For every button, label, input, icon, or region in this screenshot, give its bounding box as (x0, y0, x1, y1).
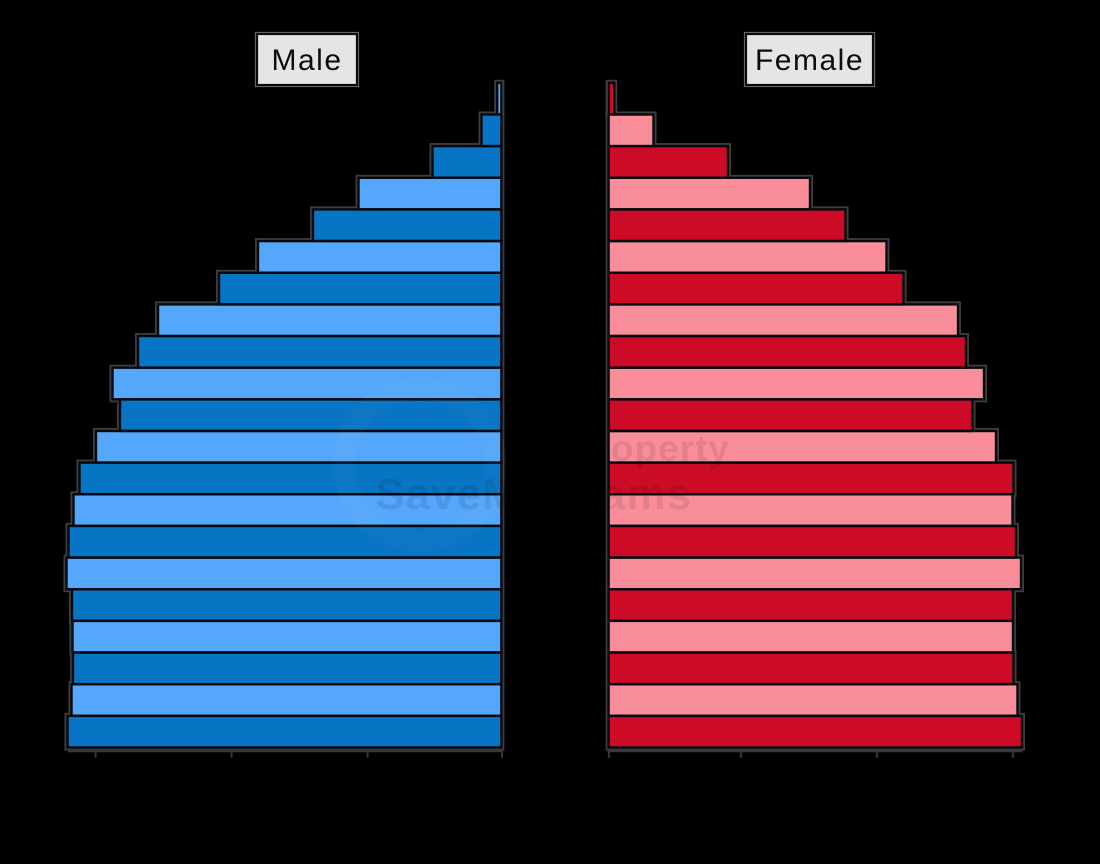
svg-text:Male: Male (271, 44, 342, 77)
svg-text:Female: Female (755, 44, 864, 77)
svg-text:Property: Property (570, 428, 730, 469)
svg-text:SaveMyExams: SaveMyExams (375, 470, 692, 519)
